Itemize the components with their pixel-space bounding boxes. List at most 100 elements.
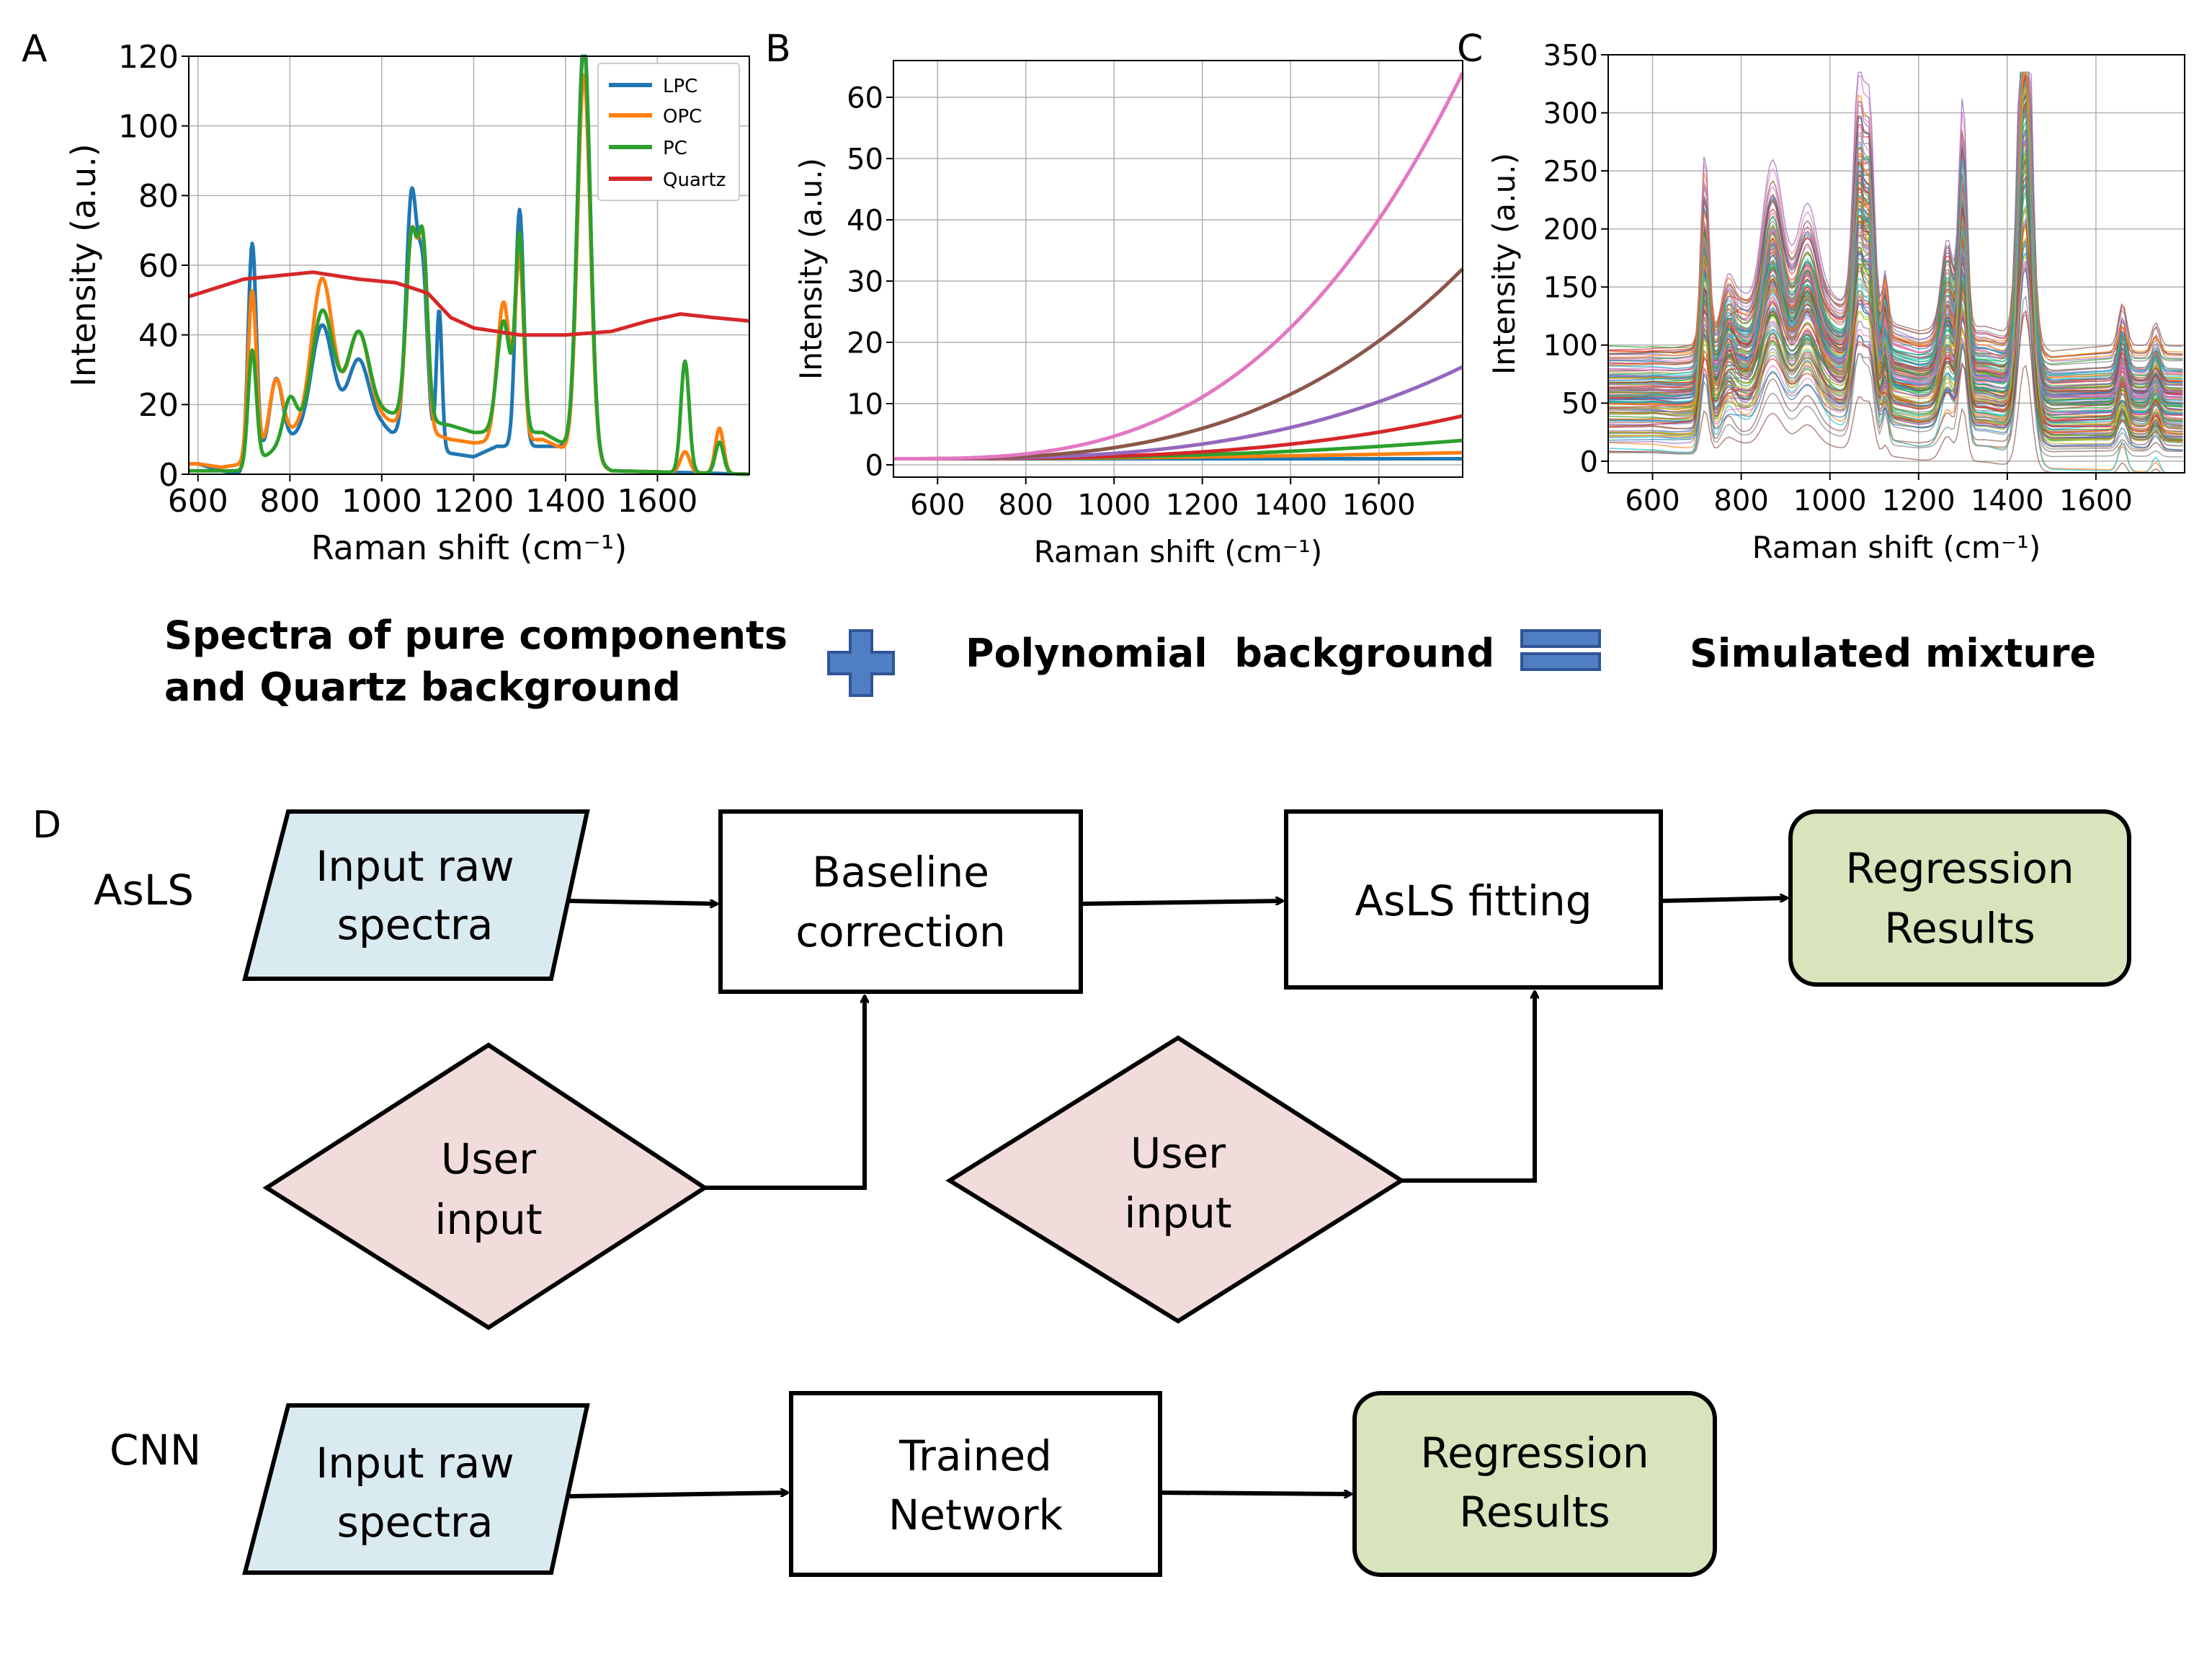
arrow-user1-to-baseline (705, 996, 865, 1190)
arrow-network-to-results (1159, 1493, 1351, 1494)
cnn-results-line1: Regression (1420, 1428, 1649, 1477)
trained-network-box (789, 1391, 1162, 1577)
x-axis-label: Raman shift (cm⁻¹) (1034, 534, 1322, 569)
cnn-input-line2: spectra (337, 1498, 494, 1547)
y-tick-label: 40 (138, 318, 179, 355)
x-tick-label: 800 (999, 489, 1053, 522)
baseline-correction-line1: Baseline (812, 848, 989, 897)
legend-label-opc: OPC (663, 106, 702, 128)
mixture-series-line (1608, 114, 2183, 373)
chart-c: 600 800 1000 1200 1400 1600 0 50 100 150 200 250 300… (1486, 39, 2185, 565)
arrow-baseline-to-fitting (1080, 901, 1283, 906)
equals-icon-top (1520, 629, 1601, 648)
y-tick-label: 350 (1543, 39, 1598, 72)
user-input-1-line2: input (434, 1195, 542, 1244)
mixture-series-line (1608, 295, 2183, 458)
y-tick-label: 120 (118, 39, 179, 76)
cnn-results-line2: Results (1459, 1488, 1610, 1537)
mixture-series-line (1607, 86, 2183, 430)
x-tick-label: 1600 (1342, 489, 1416, 522)
x-tick-label: 600 (1625, 484, 1680, 517)
x-axis-label: Raman shift (cm⁻¹) (1752, 530, 2041, 565)
mixture-series-line (1607, 176, 2183, 388)
x-axis-label: Raman shift (cm⁻¹) (311, 528, 628, 567)
y-tick-label: 20 (138, 387, 179, 424)
asls-results-line2: Results (1884, 904, 2035, 953)
y-axis-label: Intensity (a.u.) (793, 158, 829, 380)
x-tick-label: 1400 (1971, 484, 2044, 517)
baseline-correction-box (718, 809, 1083, 994)
equals-icon-bottom (1520, 652, 1601, 671)
asls-input-parallelogram (242, 809, 590, 981)
y-tick-label: 0 (159, 457, 179, 494)
y-axis-label: Intensity (a.u.) (1486, 153, 1522, 375)
asls-fitting-box (1284, 809, 1663, 990)
y-tick-label: 30 (847, 265, 883, 298)
x-tick-label: 1000 (1793, 484, 1867, 517)
legend-box (597, 63, 740, 201)
trained-network-line2: Network (888, 1490, 1063, 1539)
plot-frame (1607, 54, 2185, 474)
trained-network-line1: Trained (898, 1431, 1052, 1480)
mixture-series-line (1607, 71, 2183, 411)
y-tick-label: 0 (865, 449, 883, 482)
arrow-input-to-baseline (568, 899, 717, 904)
y-tick-label: 40 (847, 204, 883, 237)
x-tick-label: 600 (168, 483, 228, 520)
y-tick-label: 200 (1543, 213, 1598, 246)
mixture-series-line (1607, 222, 2183, 427)
x-tick-label: 1000 (342, 483, 422, 520)
caption-simulated-mixture: Simulated mixture (1690, 631, 2096, 676)
y-tick-label: 60 (847, 81, 883, 115)
panel-label-a: A (22, 27, 48, 71)
x-tick-label: 1400 (1254, 489, 1327, 522)
cnn-input-parallelogram (242, 1403, 590, 1575)
x-tick-label: 1600 (617, 483, 697, 520)
x-tick-label: 800 (1713, 484, 1768, 517)
mixture-series-line (1607, 108, 2183, 382)
x-tick-label: 1600 (2059, 484, 2133, 517)
panel-label-d: D (32, 804, 61, 847)
mixture-series-line (1607, 71, 2183, 355)
mixture-series-line (1608, 71, 2183, 391)
user-input-diamond-1 (262, 1042, 709, 1330)
mixture-series-line (1607, 71, 2183, 359)
user-input-2-line1: User (1130, 1129, 1226, 1178)
mixture-series-line (1608, 236, 2183, 443)
caption-pure-components-line1: Spectra of pure components (164, 613, 788, 658)
flowchart-cnn: CNN Input raw spectra Trained Network Re… (110, 1391, 1717, 1577)
legend: LPC OPC PC Quartz (597, 63, 740, 201)
y-tick-label: 50 (1561, 388, 1598, 421)
legend-label-pc: PC (663, 138, 687, 159)
y-tick-label: 10 (847, 388, 883, 421)
x-tick-label: 1400 (525, 483, 606, 520)
asls-input-line2: spectra (337, 900, 494, 949)
mixture-series-line (1607, 259, 2183, 393)
y-tick-label: 60 (138, 248, 179, 285)
mixture-series-line (1607, 265, 2183, 453)
cnn-row-label: CNN (110, 1426, 201, 1475)
asls-results-line1: Regression (1845, 844, 2074, 893)
arrow-user2-to-fitting (1401, 992, 1535, 1183)
y-tick-label: 80 (138, 178, 179, 215)
x-tick-label: 800 (259, 483, 320, 520)
asls-row-label: AsLS (94, 866, 194, 915)
legend-label-lpc: LPC (663, 76, 697, 97)
arrow-fitting-to-results (1660, 898, 1787, 903)
asls-results-box (1788, 809, 2131, 987)
polynomial-series-line (893, 71, 1465, 461)
user-input-2-line2: input (1124, 1188, 1231, 1237)
y-tick-label: 150 (1543, 272, 1598, 305)
arrow-cnn-input-to-network (568, 1493, 788, 1498)
y-tick-label: 0 (1580, 445, 1598, 479)
cnn-results-box (1352, 1391, 1717, 1577)
mixture-series-line (1607, 175, 2183, 442)
y-tick-label: 250 (1543, 156, 1598, 189)
asls-input-line1: Input raw (316, 842, 514, 891)
legend-label-quartz: Quartz (663, 169, 726, 191)
y-tick-label: 100 (1543, 329, 1598, 363)
panel-label-b: B (765, 27, 791, 71)
mixture-series-line (1607, 165, 2183, 417)
y-tick-label: 20 (847, 326, 883, 360)
